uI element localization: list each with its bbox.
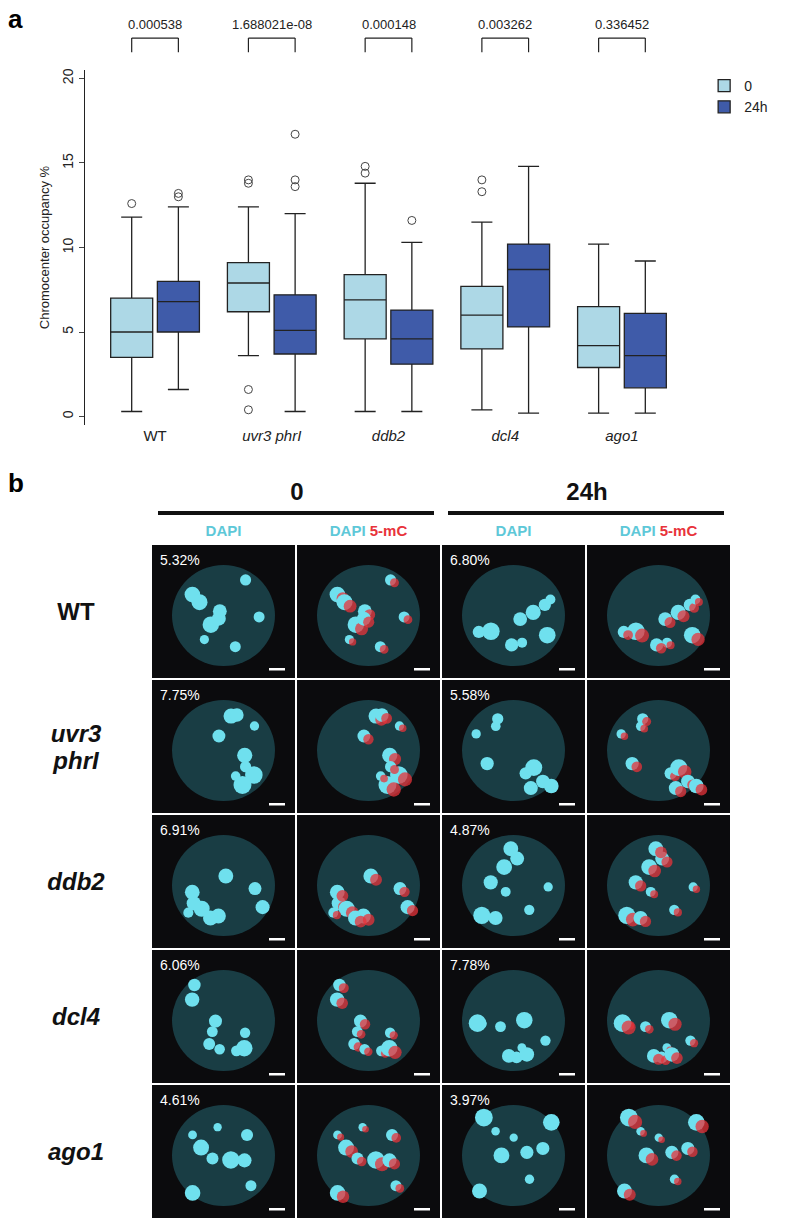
svg-text:4.61%: 4.61% — [160, 1092, 200, 1108]
svg-text:0: 0 — [744, 78, 752, 94]
svg-text:6.06%: 6.06% — [160, 957, 200, 973]
svg-text:0.000538: 0.000538 — [128, 17, 182, 32]
html-text:a: a — [8, 4, 23, 34]
svg-text:6.91%: 6.91% — [160, 822, 200, 838]
svg-text:dcl4: dcl4 — [491, 427, 519, 444]
svg-text:7.75%: 7.75% — [160, 687, 200, 703]
svg-text:5.58%: 5.58% — [450, 687, 490, 703]
svg-text:uvr3 phrI: uvr3 phrI — [242, 427, 301, 444]
svg-text:DAPI 5-mC: DAPI 5-mC — [330, 522, 408, 539]
svg-text:15: 15 — [60, 153, 76, 169]
svg-text:3.97%: 3.97% — [450, 1092, 490, 1108]
html-text:b: b — [8, 468, 24, 498]
svg-text:dcl4: dcl4 — [52, 1003, 100, 1030]
svg-text:WT: WT — [57, 598, 95, 625]
svg-text:ddb2: ddb2 — [47, 868, 105, 895]
svg-text:0.336452: 0.336452 — [595, 17, 649, 32]
svg-text:0: 0 — [290, 478, 303, 505]
svg-text:4.87%: 4.87% — [450, 822, 490, 838]
svg-text:DAPI: DAPI — [206, 522, 242, 539]
svg-text:10: 10 — [60, 237, 76, 253]
svg-text:1.688021e-08: 1.688021e-08 — [232, 17, 312, 32]
svg-text:7.78%: 7.78% — [450, 957, 490, 973]
svg-text:24h: 24h — [566, 478, 607, 505]
svg-text:0.003262: 0.003262 — [478, 17, 532, 32]
svg-text:Chromocenter occupancy %: Chromocenter occupancy % — [37, 165, 52, 329]
svg-text:5.32%: 5.32% — [160, 552, 200, 568]
svg-text:24h: 24h — [744, 99, 767, 115]
svg-text:0.000148: 0.000148 — [362, 17, 416, 32]
svg-text:DAPI: DAPI — [496, 522, 532, 539]
svg-text:ago1: ago1 — [48, 1138, 104, 1165]
svg-text:WT: WT — [143, 427, 166, 444]
svg-text:uvr3phrI: uvr3phrI — [51, 720, 102, 774]
svg-text:DAPI 5-mC: DAPI 5-mC — [620, 522, 698, 539]
svg-text:5: 5 — [60, 326, 76, 334]
svg-text:0: 0 — [60, 410, 76, 418]
svg-text:ago1: ago1 — [605, 427, 638, 444]
svg-text:ddb2: ddb2 — [372, 427, 406, 444]
svg-text:6.80%: 6.80% — [450, 552, 490, 568]
svg-text:20: 20 — [60, 68, 76, 84]
